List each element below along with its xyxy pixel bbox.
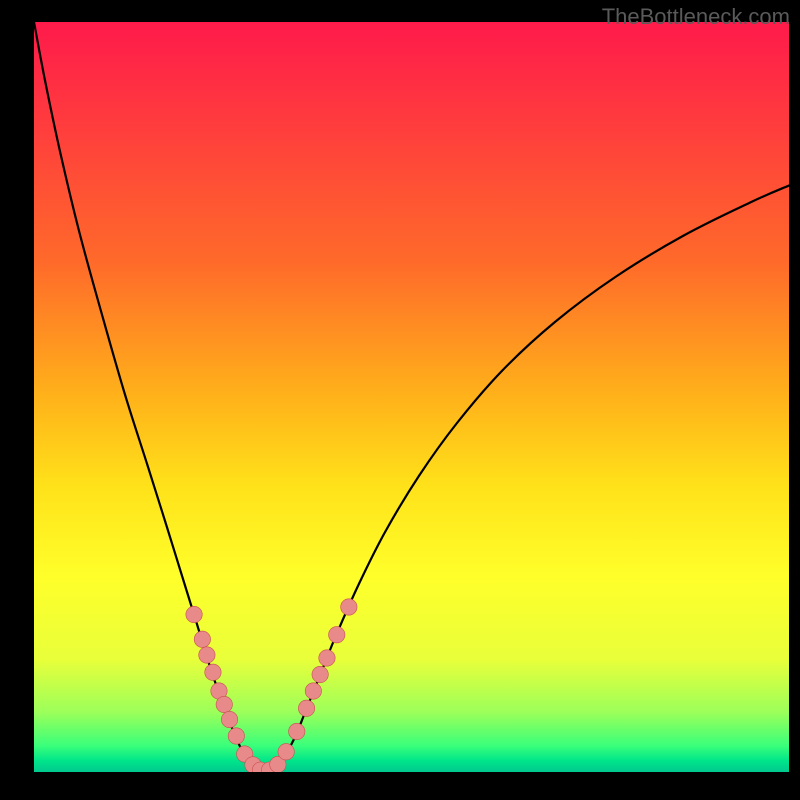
data-marker <box>194 631 210 647</box>
data-marker <box>216 696 232 712</box>
data-marker <box>298 700 314 716</box>
chart-canvas: TheBottleneck.com <box>0 0 800 800</box>
data-marker <box>199 647 215 663</box>
data-marker <box>205 664 221 680</box>
data-marker <box>278 744 294 760</box>
data-marker <box>329 627 345 643</box>
gradient-background <box>34 22 789 772</box>
data-marker <box>228 728 244 744</box>
plot-area <box>34 22 789 772</box>
data-marker <box>186 606 202 622</box>
data-marker <box>305 683 321 699</box>
data-marker <box>289 723 305 739</box>
watermark: TheBottleneck.com <box>602 4 790 30</box>
data-marker <box>341 599 357 615</box>
data-marker <box>312 666 328 682</box>
data-marker <box>221 711 237 727</box>
watermark-text: TheBottleneck.com <box>602 4 790 29</box>
data-marker <box>319 650 335 666</box>
